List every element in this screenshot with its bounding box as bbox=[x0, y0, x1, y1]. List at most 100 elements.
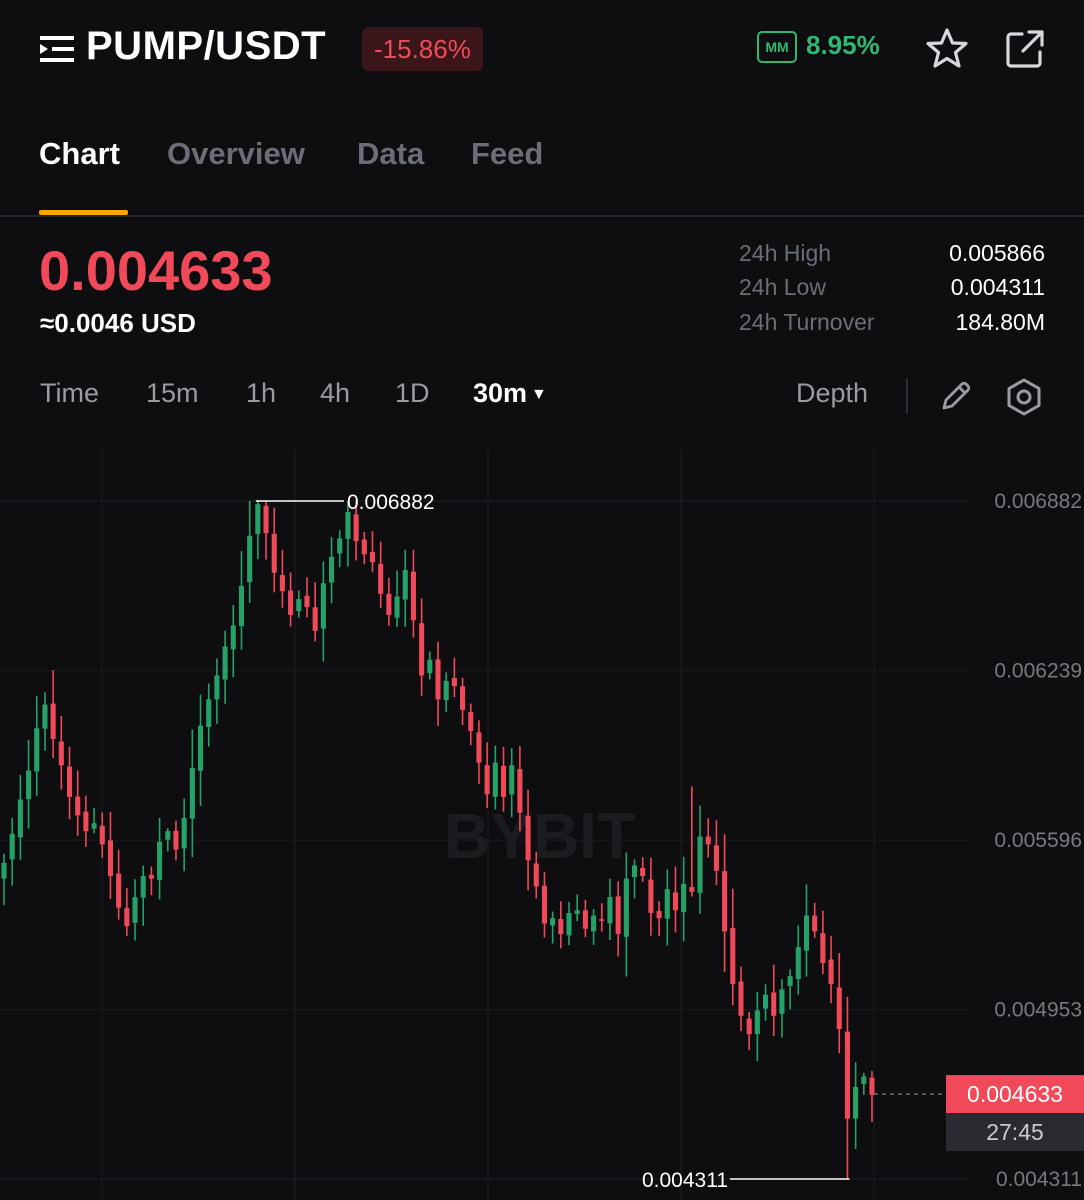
candle bbox=[435, 659, 441, 700]
caret-down-icon: ▼ bbox=[531, 385, 547, 403]
candle bbox=[304, 595, 310, 608]
candle bbox=[419, 623, 425, 676]
mm-value: 8.95% bbox=[806, 30, 880, 60]
candle bbox=[58, 741, 64, 766]
candle bbox=[763, 994, 769, 1009]
candle bbox=[525, 815, 531, 861]
tab-feed[interactable]: Feed bbox=[471, 136, 544, 171]
current-price-tag bbox=[946, 1075, 1084, 1114]
candle bbox=[329, 556, 335, 583]
candle bbox=[50, 703, 56, 739]
candle bbox=[500, 765, 507, 797]
candle bbox=[517, 769, 523, 813]
share-icon[interactable] bbox=[1002, 26, 1048, 72]
candle bbox=[836, 987, 842, 1029]
mm-icon: MM bbox=[757, 31, 797, 63]
candle bbox=[509, 765, 515, 795]
candle bbox=[541, 885, 547, 924]
candle bbox=[369, 551, 376, 563]
candle bbox=[42, 704, 48, 729]
candle bbox=[181, 817, 187, 849]
tab-divider bbox=[0, 215, 1084, 217]
candle bbox=[197, 725, 204, 771]
candle bbox=[99, 825, 105, 845]
candle bbox=[378, 563, 384, 594]
candle bbox=[230, 625, 236, 650]
candle bbox=[255, 504, 261, 535]
candle bbox=[337, 538, 343, 554]
candle bbox=[484, 765, 490, 795]
high-marker-label: 0.006882 bbox=[347, 491, 435, 514]
interval-1d[interactable]: 1D bbox=[395, 378, 430, 408]
candle bbox=[771, 992, 777, 1016]
candle bbox=[591, 915, 597, 932]
pencil-icon[interactable] bbox=[938, 378, 974, 414]
y-tick-label: 0.005596 bbox=[994, 829, 1082, 852]
candle bbox=[492, 762, 498, 797]
interval-time[interactable]: Time bbox=[40, 378, 99, 408]
low-marker-label: 0.004311 bbox=[642, 1169, 728, 1192]
candle bbox=[664, 889, 670, 919]
interval-15m[interactable]: 15m bbox=[146, 378, 199, 408]
candle bbox=[689, 887, 695, 892]
candle bbox=[697, 836, 703, 893]
price-chart[interactable]: BYBIT 0.006882 0.004311 0.004633 27:45 0.00… bbox=[0, 450, 1084, 1200]
candle bbox=[681, 883, 687, 913]
countdown-tag bbox=[946, 1113, 1084, 1152]
stat-label-turnover: 24h Turnover bbox=[739, 309, 875, 335]
candle bbox=[607, 897, 613, 924]
interval-4h[interactable]: 4h bbox=[320, 378, 351, 408]
candle bbox=[631, 865, 638, 878]
countdown-label: 27:45 bbox=[986, 1119, 1044, 1145]
gear-icon[interactable] bbox=[1005, 378, 1043, 416]
depth-button[interactable]: Depth bbox=[796, 378, 869, 408]
candle bbox=[288, 590, 294, 615]
candle bbox=[795, 947, 801, 980]
stat-label-high: 24h High bbox=[739, 240, 832, 266]
toolbar-divider bbox=[906, 378, 908, 414]
candle bbox=[238, 585, 245, 627]
candle bbox=[222, 646, 228, 680]
candle bbox=[787, 976, 793, 987]
menu-icon[interactable] bbox=[40, 34, 74, 64]
candle bbox=[427, 659, 433, 674]
candle bbox=[279, 575, 285, 592]
candle bbox=[623, 878, 629, 937]
interval-selector[interactable]: 30m ▼ bbox=[473, 378, 547, 409]
stat-value-low: 0.004311 bbox=[950, 274, 1045, 300]
candle bbox=[386, 593, 392, 615]
candle bbox=[17, 799, 23, 838]
candle bbox=[75, 796, 81, 816]
candle bbox=[828, 959, 834, 985]
current-price-label: 0.004633 bbox=[967, 1081, 1063, 1107]
candle bbox=[730, 927, 736, 985]
candle bbox=[214, 675, 220, 700]
y-tick-label: 0.004953 bbox=[994, 999, 1082, 1022]
interval-selected: 30m bbox=[473, 378, 528, 408]
candle bbox=[656, 911, 662, 919]
candle bbox=[640, 867, 646, 876]
tab-chart[interactable]: Chart bbox=[39, 136, 120, 171]
candle bbox=[345, 512, 351, 539]
tab-data[interactable]: Data bbox=[357, 136, 425, 171]
chart-markers: 0.006882 0.004311 0.004633 27:45 bbox=[255, 491, 1084, 1192]
candle bbox=[116, 873, 122, 908]
candle bbox=[148, 874, 154, 879]
interval-1h[interactable]: 1h bbox=[246, 378, 277, 408]
stat-value-high: 0.005866 bbox=[949, 240, 1045, 266]
candle bbox=[124, 908, 130, 927]
candle bbox=[206, 699, 212, 728]
tab-overview[interactable]: Overview bbox=[167, 136, 305, 171]
candle bbox=[247, 535, 253, 583]
candle bbox=[361, 539, 367, 555]
pair-title[interactable]: PUMP/USDT bbox=[86, 24, 327, 68]
candle bbox=[861, 1076, 867, 1084]
star-icon[interactable] bbox=[924, 26, 970, 72]
candle bbox=[1, 862, 7, 879]
candle bbox=[550, 918, 556, 926]
candle bbox=[812, 915, 818, 932]
stat-label-low: 24h Low bbox=[739, 274, 826, 300]
candle bbox=[165, 831, 171, 840]
candle bbox=[869, 1077, 875, 1095]
candle bbox=[66, 766, 73, 797]
